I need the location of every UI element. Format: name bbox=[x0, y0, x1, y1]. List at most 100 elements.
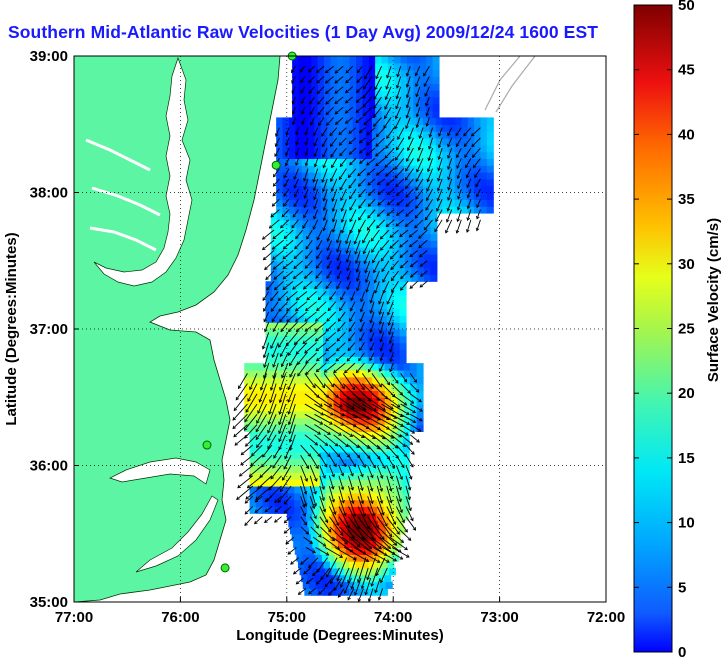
velocity-cell bbox=[335, 329, 343, 337]
velocity-arrowhead bbox=[381, 536, 385, 541]
velocity-arrow bbox=[400, 260, 409, 269]
velocity-arrow bbox=[292, 117, 296, 125]
velocity-arrowhead bbox=[386, 182, 390, 186]
velocity-cell bbox=[341, 247, 349, 255]
velocity-cell bbox=[351, 445, 359, 453]
velocity-arrow bbox=[266, 485, 282, 502]
velocity-arrow bbox=[281, 209, 290, 218]
velocity-arrowhead bbox=[345, 443, 349, 448]
velocity-cell bbox=[300, 458, 308, 467]
velocity-cell bbox=[330, 96, 338, 105]
velocity-cell bbox=[335, 342, 343, 351]
velocity-arrowhead bbox=[404, 546, 408, 551]
velocity-cell bbox=[416, 131, 424, 139]
velocity-cell bbox=[391, 137, 399, 146]
velocity-cell bbox=[304, 90, 312, 98]
velocity-arrowhead bbox=[371, 249, 375, 253]
velocity-arrow bbox=[295, 147, 299, 156]
velocity-cell bbox=[384, 574, 392, 583]
velocity-cell bbox=[257, 363, 264, 371]
velocity-cell bbox=[324, 69, 332, 78]
velocity-arrow bbox=[377, 209, 385, 217]
velocity-arrow bbox=[357, 65, 363, 73]
velocity-cell bbox=[340, 424, 347, 432]
velocity-arrow bbox=[414, 219, 424, 229]
velocity-arrow bbox=[352, 413, 381, 430]
velocity-cell bbox=[424, 267, 432, 275]
velocity-cell bbox=[394, 90, 402, 98]
velocity-cell bbox=[276, 363, 284, 371]
velocity-cell bbox=[442, 172, 450, 180]
velocity-cell bbox=[375, 83, 383, 91]
velocity-arrow bbox=[281, 362, 289, 378]
velocity-arrowhead bbox=[389, 348, 393, 353]
velocity-cell bbox=[378, 131, 386, 139]
velocity-cell bbox=[301, 158, 309, 166]
velocity-arrowhead bbox=[351, 405, 355, 410]
velocity-arrow bbox=[269, 383, 277, 403]
velocity-arrowhead bbox=[363, 260, 368, 265]
velocity-cell bbox=[384, 417, 392, 426]
velocity-cell bbox=[407, 69, 415, 78]
velocity-arrowhead bbox=[278, 446, 282, 451]
velocity-cell bbox=[368, 69, 376, 78]
velocity-arrow bbox=[263, 352, 270, 368]
velocity-cell bbox=[322, 315, 330, 323]
velocity-cell bbox=[391, 158, 399, 166]
velocity-arrow bbox=[282, 270, 294, 280]
velocity-arrow bbox=[332, 219, 338, 233]
velocity-cell bbox=[355, 56, 363, 64]
velocity-cell bbox=[343, 69, 351, 78]
velocity-arrowhead bbox=[305, 307, 309, 312]
velocity-cell bbox=[294, 520, 302, 528]
velocity-cell bbox=[359, 158, 367, 166]
velocity-arrow bbox=[308, 588, 316, 595]
velocity-cell bbox=[393, 281, 401, 289]
velocity-arrow bbox=[384, 147, 395, 159]
velocity-cell bbox=[345, 485, 353, 494]
velocity-cell bbox=[294, 431, 302, 439]
velocity-cell bbox=[392, 240, 400, 248]
velocity-cell bbox=[249, 431, 257, 439]
velocity-cell bbox=[278, 281, 286, 289]
velocity-arrow bbox=[328, 588, 336, 596]
velocity-arrowhead bbox=[282, 203, 287, 207]
velocity-cell bbox=[313, 445, 321, 453]
velocity-arrowhead bbox=[416, 439, 420, 443]
velocity-arrowhead bbox=[295, 351, 300, 355]
velocity-arrowhead bbox=[425, 197, 430, 202]
velocity-cell bbox=[338, 458, 346, 467]
velocity-cell bbox=[347, 274, 355, 282]
velocity-arrow bbox=[334, 547, 357, 561]
velocity-cell bbox=[362, 96, 370, 105]
velocity-arrow bbox=[316, 240, 323, 250]
velocity-arrowhead bbox=[390, 435, 395, 439]
velocity-cell bbox=[397, 172, 405, 180]
velocity-arrowhead bbox=[330, 383, 334, 388]
velocity-cell bbox=[375, 56, 383, 64]
velocity-arrow bbox=[347, 588, 355, 601]
velocity-arrowhead bbox=[379, 368, 383, 372]
velocity-arrowhead bbox=[436, 187, 441, 192]
velocity-arrowhead bbox=[395, 223, 400, 227]
velocity-cell bbox=[422, 199, 430, 207]
velocity-cell bbox=[467, 137, 475, 146]
velocity-arrow bbox=[405, 485, 411, 500]
velocity-arrowhead bbox=[286, 308, 290, 312]
velocity-arrowhead bbox=[381, 511, 385, 516]
velocity-cell bbox=[419, 62, 427, 71]
velocity-arrow bbox=[345, 76, 354, 84]
velocity-cell bbox=[295, 410, 303, 419]
velocity-arrow bbox=[394, 158, 405, 170]
velocity-arrow bbox=[388, 311, 394, 326]
velocity-arrowhead bbox=[329, 132, 333, 137]
velocity-arrow bbox=[336, 240, 342, 253]
velocity-arrow bbox=[300, 76, 306, 83]
velocity-cell bbox=[340, 172, 347, 180]
velocity-arrow bbox=[376, 219, 386, 229]
velocity-cell bbox=[366, 233, 374, 241]
velocity-arrowhead bbox=[280, 328, 284, 333]
velocity-cell bbox=[291, 533, 299, 542]
velocity-arrow bbox=[367, 496, 375, 516]
velocity-cell bbox=[377, 465, 385, 473]
